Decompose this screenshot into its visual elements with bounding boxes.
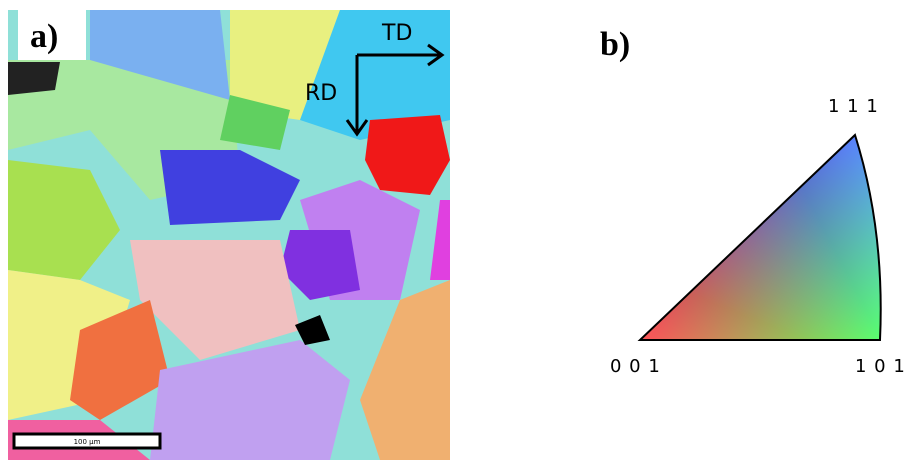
panel-label: a) <box>30 18 58 55</box>
corner-label: 0 0 1 <box>610 356 661 377</box>
rd-label: RD <box>305 81 337 106</box>
td-label: TD <box>381 21 412 46</box>
ipf-outline <box>637 133 882 341</box>
corner-label: 1 1 1 <box>828 96 879 117</box>
label-box <box>18 10 86 60</box>
axes-arrows <box>345 43 445 137</box>
panel-label: b) <box>600 26 630 63</box>
corner-label: 1 0 1 <box>855 356 906 377</box>
orientation-map <box>8 10 450 460</box>
ipf-triangle <box>640 135 881 340</box>
scale-bar-label: 100 µm <box>74 438 101 446</box>
scale-bar <box>12 432 162 450</box>
